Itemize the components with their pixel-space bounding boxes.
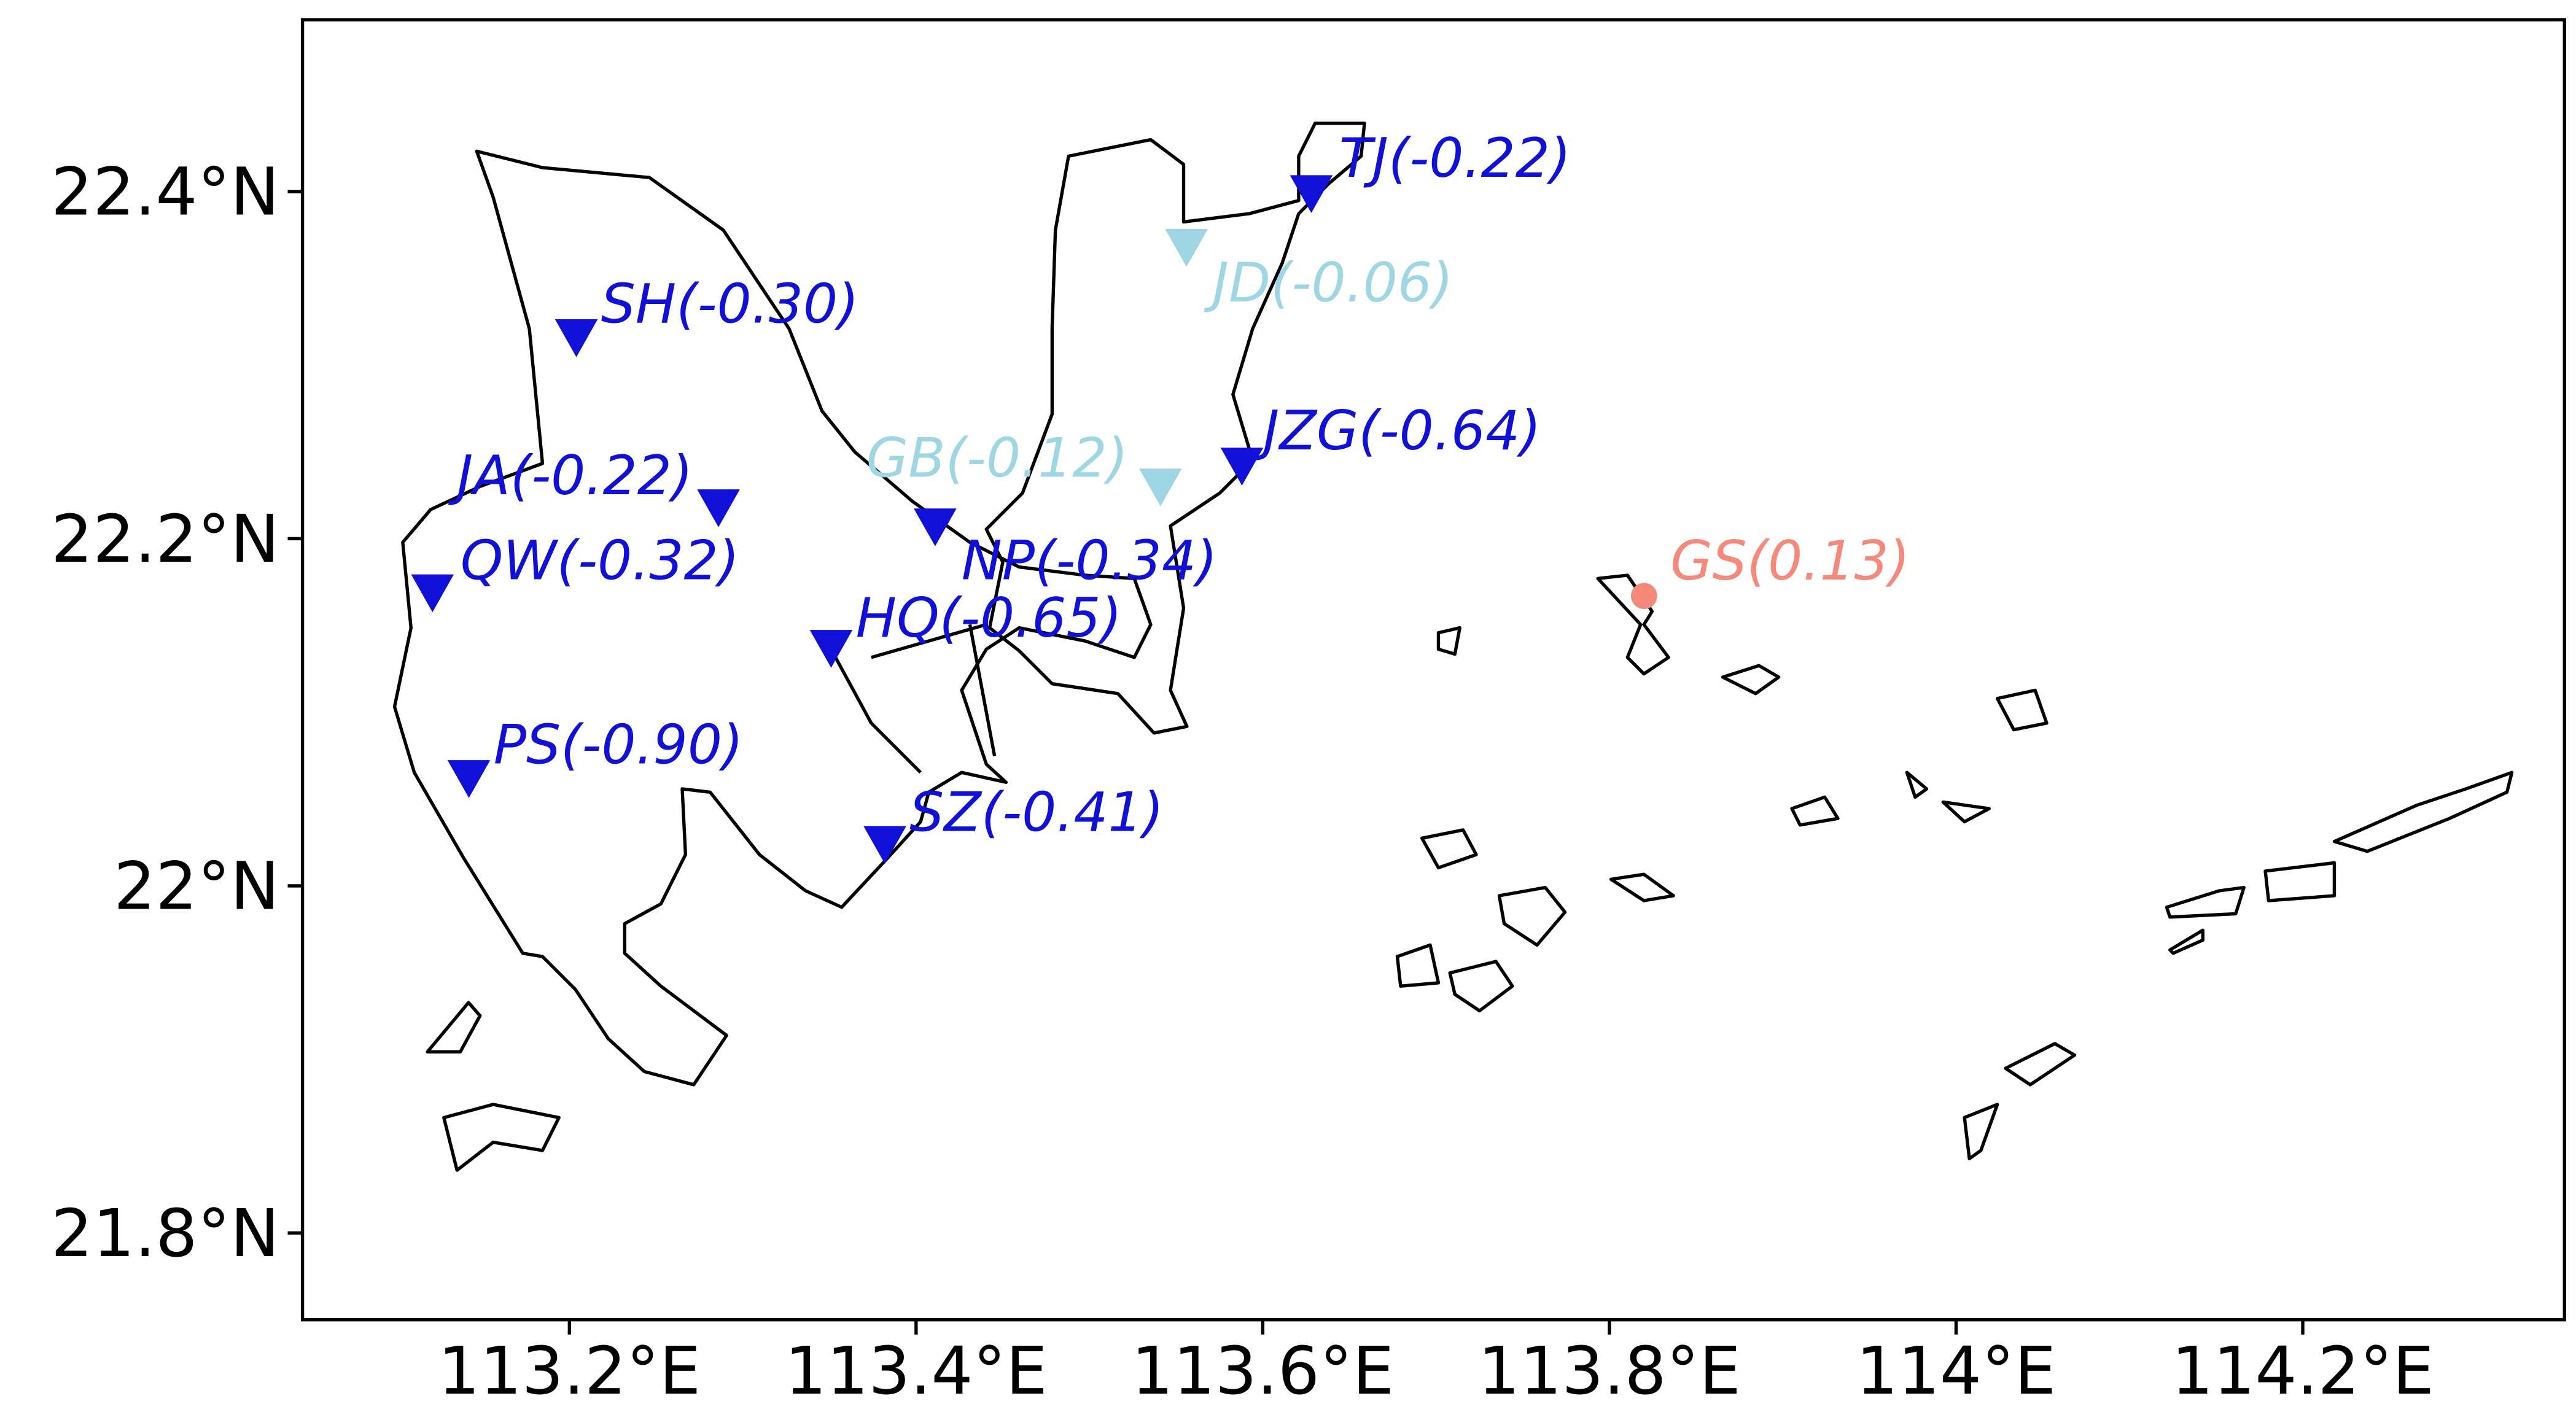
station-marker (1165, 229, 1208, 267)
station-marker (447, 760, 491, 798)
island (2165, 885, 2246, 919)
station-label: QW(-0.32) (461, 529, 739, 592)
x-tick-label: 113.8°E (1478, 1333, 1741, 1410)
station-label: JD(-0.06) (1204, 251, 1453, 314)
island (1995, 688, 2049, 732)
station-label: GB(-0.12) (866, 427, 1129, 490)
island (1497, 885, 1567, 947)
station-marker (1630, 583, 1657, 610)
island (1721, 664, 1781, 696)
station-marker (809, 630, 853, 668)
y-tick-label: 22.2°N (51, 502, 279, 578)
station-marker (1139, 468, 1182, 506)
station-label: TJ(-0.22) (1339, 126, 1571, 190)
island (1420, 828, 1478, 870)
station-marker (411, 574, 454, 613)
station-marker (1220, 448, 1264, 486)
station-marker (863, 826, 906, 864)
island (1609, 872, 1675, 902)
x-tick-label: 113.2°E (438, 1333, 701, 1410)
station-label: JZG(-0.64) (1254, 399, 1541, 462)
station-label: SH(-0.30) (601, 272, 859, 335)
island (1395, 943, 1441, 988)
x-tick-label: 114°E (1856, 1333, 2057, 1410)
island (1436, 626, 1461, 656)
island (426, 1001, 482, 1054)
station-label: PS(-0.90) (494, 713, 744, 777)
station-marker (1290, 175, 1333, 213)
island (2263, 861, 2337, 902)
island (2004, 1042, 2077, 1087)
station-label: GS(0.13) (1670, 529, 1910, 592)
x-tick-label: 113.4°E (785, 1333, 1048, 1410)
y-tick-label: 21.8°N (51, 1196, 279, 1272)
station-marker (914, 508, 957, 546)
station-label: NP(-0.34) (962, 529, 1218, 592)
station-label: JA(-0.22) (448, 444, 693, 507)
y-tick-label: 22°N (114, 848, 279, 925)
axes-frame (300, 18, 2566, 1322)
station-label: HQ(-0.65) (856, 586, 1122, 650)
x-tick-label: 113.6°E (1132, 1333, 1395, 1410)
station-label: SZ(-0.41) (909, 781, 1164, 844)
station-marker (697, 489, 740, 527)
island (1448, 960, 1514, 1013)
coast-line (828, 623, 997, 774)
island (2332, 770, 2514, 853)
x-tick-label: 114.2°E (2171, 1333, 2434, 1410)
island (1905, 770, 1991, 824)
station-marker (555, 319, 598, 357)
island (1963, 1103, 1999, 1161)
coast-west (392, 149, 1153, 1087)
island (442, 1103, 561, 1172)
y-tick-label: 22.4°N (51, 154, 279, 230)
island (1790, 795, 1840, 827)
island (2168, 928, 2204, 955)
